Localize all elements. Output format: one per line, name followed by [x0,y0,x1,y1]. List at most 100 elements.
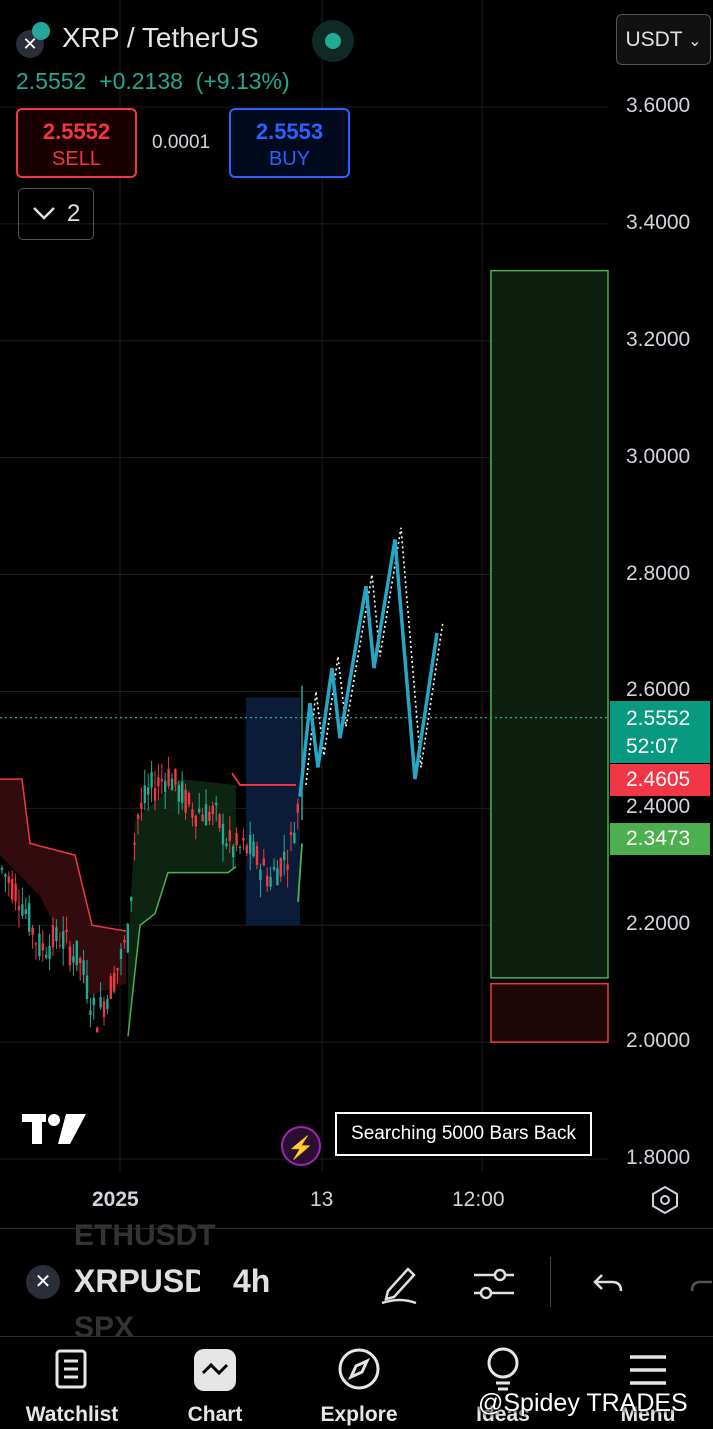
candle-body [170,778,174,791]
indicators-toggle-button[interactable]: 2 [18,188,94,240]
candle [62,916,65,966]
price-chart[interactable] [0,0,713,1228]
bearish-band [0,779,126,996]
candle-body [38,933,41,957]
chart-settings-icon[interactable] [650,1185,680,1220]
candle [38,925,41,961]
candle-body [14,883,17,902]
candle [75,940,78,972]
bullish-line [127,866,237,1037]
compass-icon [338,1348,380,1390]
candle-body [89,1010,92,1015]
symbol-name[interactable]: XRPUSDT [74,1263,200,1299]
lightning-icon[interactable]: ⚡ [281,1126,321,1166]
candle-body [174,768,177,785]
spread-value: 0.0001 [152,132,211,153]
candle [68,941,72,972]
candle-body [272,866,276,870]
candle-body [34,943,38,945]
price-change: +0.2138 [99,68,183,94]
candle-body [119,948,123,960]
chart-grid [0,0,608,1172]
bottom-navigation: Watchlist Chart Explore Ideas Menu @Spid… [0,1336,713,1429]
candle [82,950,85,984]
candle-body [198,808,201,813]
candle [228,816,231,854]
xrp-logo-icon [32,22,50,40]
candle [157,764,160,801]
close-symbol-icon[interactable]: ✕ [16,30,44,58]
sell-button[interactable]: 2.5552 SELL [16,108,137,178]
candle [208,805,211,825]
candle-body [289,831,293,836]
projection-path [298,527,444,797]
candle [143,769,146,811]
candle [28,895,31,936]
candle-body [276,868,279,886]
symbol-title[interactable]: XRP / TetherUS [62,22,259,53]
candle [215,796,218,822]
currency-selector[interactable]: USDT ⌄ [616,14,711,65]
candle [99,982,102,1010]
price-axis-label: 2.6000 [626,678,691,702]
candle-body [65,929,68,932]
candle-body [187,792,191,805]
candle [126,922,129,954]
ghost-symbol-above: ETHUSDT [74,1219,216,1252]
candle-body [283,851,286,861]
indicators-settings-icon[interactable] [472,1265,516,1303]
current-price-tag: 2.5552 52:07 [610,701,710,763]
price-axis-label: 2.0000 [626,1029,691,1053]
candle-body [194,815,197,827]
market-open-indicator-icon [312,20,354,62]
candle [211,801,214,826]
candle-body [28,903,31,932]
candle-body [252,841,255,857]
undo-icon[interactable] [592,1269,624,1297]
remove-symbol-icon[interactable]: ✕ [26,1265,60,1299]
candle-body [245,845,248,854]
candle [218,812,221,832]
candle [177,780,180,815]
candle [150,760,153,803]
interval-selector[interactable]: 4h [233,1263,271,1299]
candle [72,944,75,976]
candle-body [266,875,269,887]
candle-body [51,925,55,948]
candle-body [17,905,21,911]
candle [276,860,279,886]
time-axis-label-time: 12:00 [452,1188,505,1211]
candle [266,867,269,892]
candle-body [279,858,282,877]
redo-icon[interactable] [690,1269,713,1297]
candle [11,870,14,904]
candle [238,844,242,855]
candle [7,871,10,897]
candle [235,827,238,852]
candle-body [249,834,252,854]
time-axis-label-day: 13 [310,1188,334,1211]
candle [181,771,184,810]
red-level-tag: 2.4605 [610,764,710,796]
candle-body [167,768,170,787]
candle [130,896,133,912]
candle-body [204,804,208,826]
candle [17,889,21,928]
candle [147,773,150,811]
candle [41,930,44,962]
candle-body [201,814,204,822]
candle [89,997,92,1028]
candle-body [62,931,65,949]
candle-body [296,803,299,813]
candle-body [136,814,140,819]
projection-dotted-line [305,527,444,786]
candle [24,897,27,920]
candle [252,834,255,858]
nav-label-menu: Menu [620,1403,676,1426]
candle-body [92,997,95,1006]
candle-body [255,845,259,865]
price-axis-label: 1.8000 [626,1146,691,1169]
draw-pencil-icon[interactable] [380,1261,420,1305]
candle [14,873,17,911]
buy-button[interactable]: 2.5553 BUY [229,108,350,178]
